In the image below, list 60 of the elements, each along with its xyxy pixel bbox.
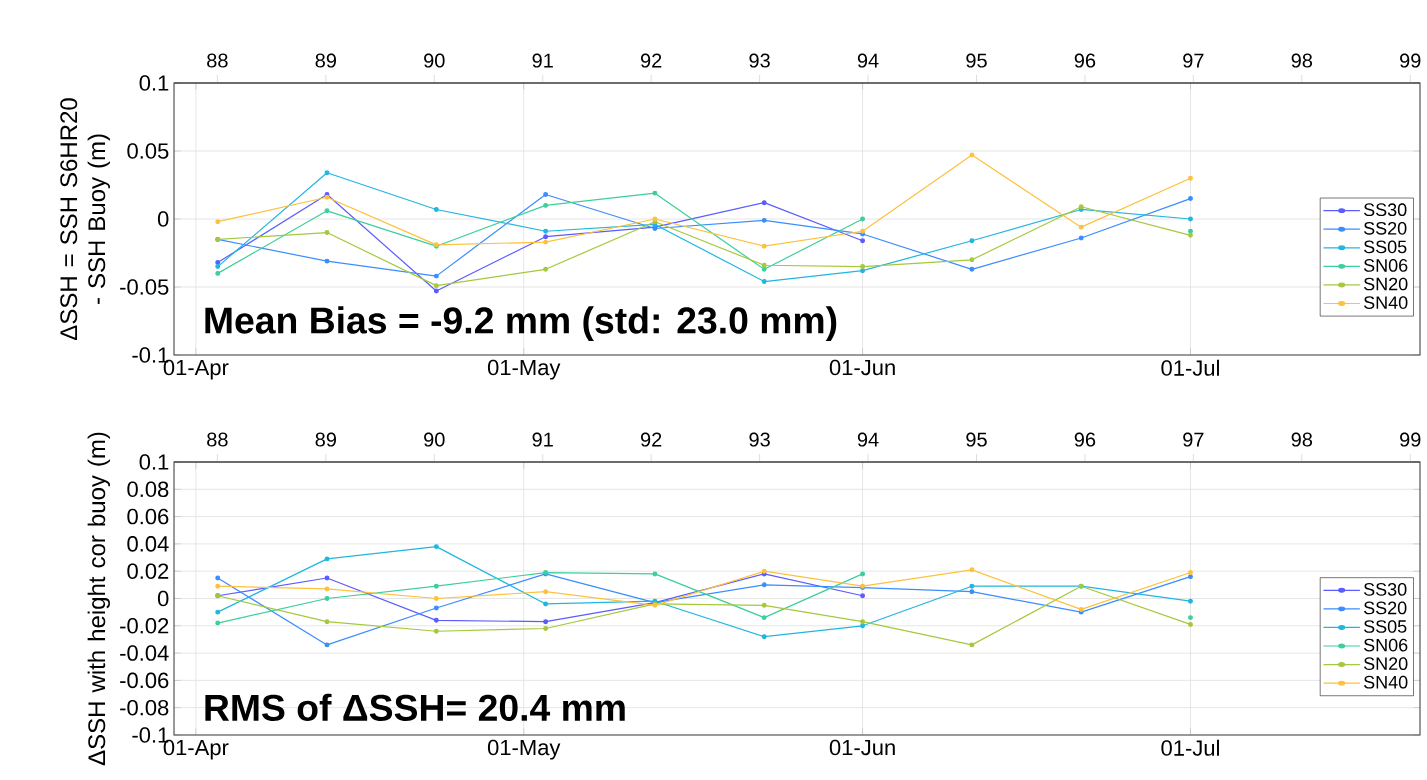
x-tick-label: 01-Jul [1161,359,1219,376]
x2-tick-label: 96 [1074,53,1096,68]
legend-label: SN40 [1363,296,1408,309]
y-tick-label: 0 [157,590,169,607]
y-tick-label: 0.02 [127,563,169,579]
x2-tick-label: 91 [532,432,553,447]
x2-tick-label: 93 [749,53,770,68]
legend-label: SN20 [1363,277,1408,291]
x-tick-label: 01-Jun [829,739,895,756]
x2-tick-label: 95 [966,53,987,68]
x-tick-label: 01-Jul [1161,739,1219,756]
y-tick-label: -0.06 [120,672,169,689]
y-axis-title: ΔSSH with height cor buoy (m) [87,432,110,766]
legend-label: SN06 [1363,259,1408,272]
legend-label: SS20 [1363,221,1407,235]
x2-tick-label: 98 [1291,53,1313,68]
x2-tick-label: 89 [315,432,336,447]
x2-tick-label: 99 [1400,432,1421,447]
y-tick-label: -0.08 [120,699,169,716]
y-tick-label: 0 [157,211,169,227]
x2-tick-label: 94 [857,432,879,447]
legend-label: SN40 [1363,675,1408,689]
legend-label: SS20 [1363,601,1407,615]
x-tick-label: 01-May [487,739,561,760]
x2-tick-label: 90 [424,53,445,68]
x2-tick-label: 97 [1183,53,1204,68]
legend-label: SS05 [1363,240,1407,254]
x2-tick-label: 91 [532,53,553,68]
x2-tick-label: 94 [857,53,879,68]
x2-tick-label: 96 [1074,432,1096,447]
x2-tick-label: 95 [966,432,987,447]
y-tick-label: -0.04 [120,645,169,661]
x2-tick-label: 90 [424,432,445,447]
x-tick-label: 01-Jun [829,359,895,376]
x2-tick-label: 92 [640,432,662,447]
x2-tick-label: 88 [207,432,228,447]
y-tick-label: 0.06 [127,508,169,525]
legend-label: SS30 [1363,583,1407,596]
x2-tick-label: 98 [1291,432,1313,447]
x2-tick-label: 97 [1183,432,1204,447]
y-tick-label: 0.05 [127,143,169,159]
legend-label: SN06 [1363,638,1408,652]
x2-tick-label: 99 [1400,53,1421,68]
x2-tick-label: 89 [315,53,336,68]
legend-label: SS05 [1363,620,1407,633]
y-tick-label: 0.1 [139,454,169,470]
y-tick-label: 0.1 [139,75,169,91]
y-tick-label: 0.08 [127,481,169,498]
y-tick-label: 0.04 [127,536,169,552]
x2-tick-label: 88 [207,53,228,68]
legend-label: SN20 [1363,657,1408,671]
y-tick-label: -0.02 [120,617,169,634]
x2-tick-label: 93 [749,432,770,447]
x-tick-label: 01-May [487,359,561,380]
legend-label: SS30 [1363,203,1407,217]
y-tick-label: -0.05 [120,279,169,295]
x2-tick-label: 92 [640,53,662,68]
annotation: Mean Bias = -9.2 mm (std: 23.0 mm) [205,306,837,342]
annotation: RMS of ΔSSH= 20.4 mm [205,693,625,722]
y-axis-title: ΔSSH = SSH S6HR20 - SSH Buoy (m) [60,98,110,340]
